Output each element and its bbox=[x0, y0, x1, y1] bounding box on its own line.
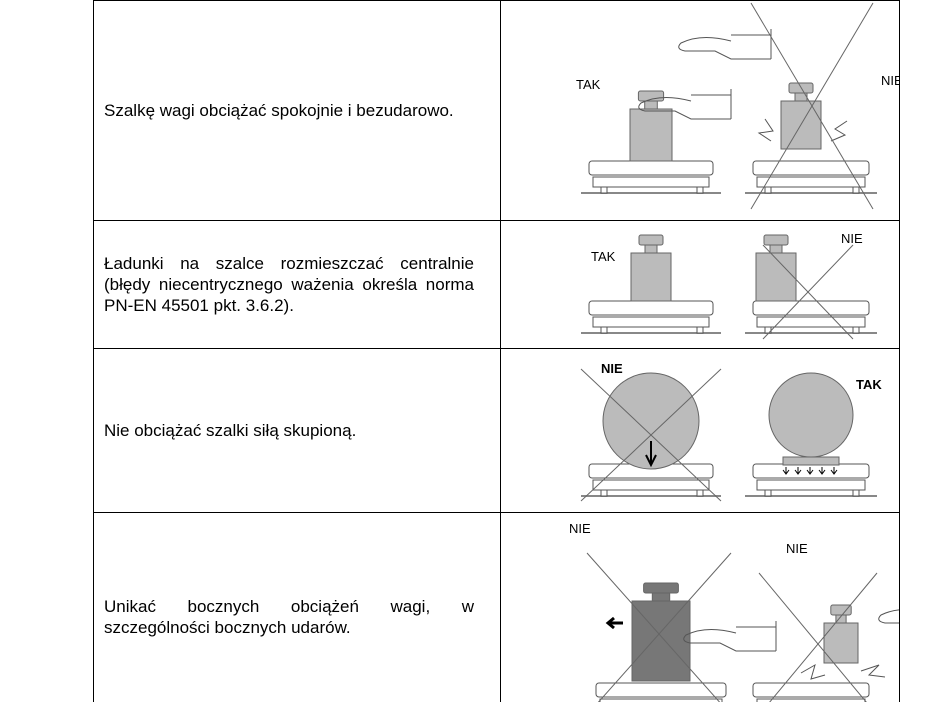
scale-foot bbox=[852, 489, 860, 497]
scale-pan bbox=[595, 682, 727, 698]
ball bbox=[768, 372, 854, 458]
illustration: TAK NIE bbox=[581, 231, 877, 340]
ball bbox=[602, 372, 700, 470]
ok-no-label: NIE bbox=[601, 361, 623, 376]
illustration-cell: NIE TAK bbox=[500, 348, 900, 513]
ok-no-label: NIE bbox=[786, 541, 808, 556]
scale-base bbox=[592, 316, 710, 328]
row: Ładunki na szalce rozmieszczać centralni… bbox=[93, 220, 900, 349]
ok-no-label: TAK bbox=[591, 249, 616, 264]
load-arrow bbox=[818, 467, 826, 475]
cross-line bbox=[769, 572, 878, 702]
cross-line bbox=[750, 2, 874, 210]
force-arrow bbox=[645, 441, 657, 468]
cross-line bbox=[580, 368, 722, 502]
scale-foot bbox=[696, 326, 704, 334]
scale-base bbox=[756, 698, 866, 702]
weight-neck bbox=[644, 244, 658, 254]
weight-knob bbox=[638, 234, 664, 246]
scale-base bbox=[599, 698, 723, 702]
row: Unikać bocznych obciążeń wagi, w szczegó… bbox=[93, 512, 939, 702]
scale-base bbox=[756, 176, 866, 188]
cross-line bbox=[597, 552, 732, 702]
load-arrow bbox=[794, 467, 802, 475]
ok-no-label: NIE bbox=[881, 73, 899, 88]
hand bbox=[678, 29, 772, 60]
illustration-cell: TAK NIE bbox=[500, 0, 903, 221]
scale-pan bbox=[588, 160, 714, 176]
illustration: NIE TAK bbox=[580, 361, 882, 502]
illustration-cell: TAK NIE bbox=[500, 220, 900, 349]
scale-foot bbox=[696, 489, 704, 497]
load-arrow bbox=[806, 467, 814, 475]
scale-foot bbox=[852, 326, 860, 334]
row: Szalkę wagi obciążać spokojnie i bezudar… bbox=[93, 0, 903, 221]
illustration-cell: NIE NIE bbox=[500, 512, 939, 702]
weight-neck bbox=[644, 100, 658, 110]
scale-base bbox=[756, 479, 866, 491]
hand bbox=[878, 606, 939, 632]
hand bbox=[683, 621, 777, 652]
illustration: NIE NIE bbox=[569, 521, 939, 702]
ok-no-label: TAK bbox=[576, 77, 601, 92]
spreader bbox=[782, 456, 840, 466]
hand bbox=[638, 89, 732, 120]
weight-knob bbox=[830, 604, 852, 616]
load-arrow bbox=[830, 467, 838, 475]
row-text: Nie obciążać szalki siłą skupioną. bbox=[93, 348, 501, 513]
weight-neck bbox=[769, 244, 783, 254]
weight-body bbox=[629, 108, 673, 162]
weight-neck bbox=[651, 592, 671, 602]
illustration: TAK NIE bbox=[576, 2, 903, 210]
weight-body bbox=[755, 252, 797, 302]
scale-foot bbox=[600, 326, 608, 334]
scale-foot bbox=[764, 489, 772, 497]
scale-pan bbox=[588, 300, 714, 316]
scale-foot bbox=[696, 186, 704, 194]
scale-base bbox=[592, 176, 710, 188]
row-text: Szalkę wagi obciążać spokojnie i bezudar… bbox=[93, 0, 501, 221]
weight-knob bbox=[643, 582, 679, 594]
ok-no-label: TAK bbox=[856, 377, 882, 392]
impact bbox=[800, 663, 886, 680]
push-arrow bbox=[605, 616, 623, 630]
row: Nie obciążać szalki siłą skupioną. NIE TA… bbox=[93, 348, 900, 513]
ok-no-label: NIE bbox=[569, 521, 591, 536]
weight-body bbox=[630, 252, 672, 302]
scale-pan bbox=[752, 300, 870, 316]
scale-foot bbox=[600, 489, 608, 497]
row-text: Ładunki na szalce rozmieszczać centralni… bbox=[93, 220, 501, 349]
scale-foot bbox=[852, 186, 860, 194]
scale-foot bbox=[764, 186, 772, 194]
scale-pan bbox=[752, 682, 870, 698]
row-text: Unikać bocznych obciążeń wagi, w szczegó… bbox=[93, 512, 501, 702]
scale-foot bbox=[600, 186, 608, 194]
weight-knob bbox=[763, 234, 789, 246]
scale-base bbox=[592, 479, 710, 491]
scale-pan bbox=[752, 160, 870, 176]
scale-base bbox=[756, 316, 866, 328]
impact bbox=[757, 118, 848, 142]
cross-line bbox=[762, 244, 854, 340]
load-arrow bbox=[782, 467, 790, 475]
scale-pan bbox=[752, 463, 870, 479]
ok-no-label: NIE bbox=[841, 231, 863, 246]
instruction-table: Szalkę wagi obciążać spokojnie i bezudar… bbox=[93, 0, 939, 702]
